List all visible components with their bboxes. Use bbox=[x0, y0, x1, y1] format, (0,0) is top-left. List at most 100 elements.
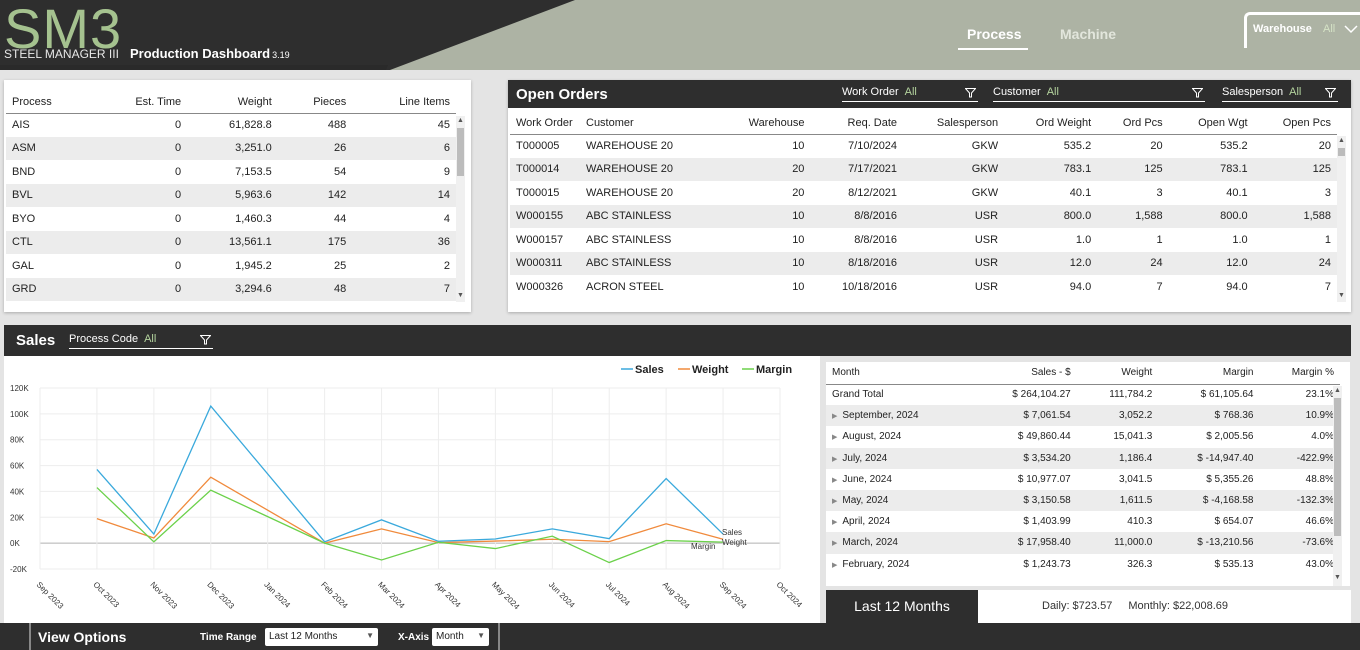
dropdown-arrow-icon: ▼ bbox=[477, 631, 485, 640]
col-pieces[interactable]: Pieces bbox=[277, 91, 353, 114]
col-warehouse[interactable]: Warehouse bbox=[716, 112, 811, 135]
x-tick-label: Aug 2024 bbox=[661, 580, 692, 611]
salesperson-filter[interactable]: Salesperson All bbox=[1222, 86, 1338, 102]
sales-summary-body: Grand Total $ 264,104.27 111,784.2 $ 61,105… bbox=[826, 384, 1340, 575]
table-row[interactable]: ▶ September, 2024 $ 7,061.54 3,052.2 $ 768.3… bbox=[826, 405, 1340, 427]
col-salesperson[interactable]: Salesperson bbox=[903, 112, 1005, 135]
table-cell: ▶ June, 2024 bbox=[826, 469, 972, 490]
table-cell: $ -14,947.40 bbox=[1158, 447, 1260, 469]
col-req-date[interactable]: Req. Date bbox=[810, 112, 904, 135]
expand-icon[interactable]: ▶ bbox=[832, 434, 838, 442]
table-cell: 1,186.4 bbox=[1076, 447, 1159, 469]
table-row[interactable]: ▶ July, 2024 $ 3,534.20 1,186.4 $ -14,947.40… bbox=[826, 447, 1340, 469]
expand-icon[interactable]: ▶ bbox=[832, 455, 838, 463]
open-orders-panel: Open Orders Work Order All Customer All Sa… bbox=[508, 80, 1351, 312]
scroll-thumb[interactable] bbox=[457, 128, 464, 176]
filter-icon[interactable] bbox=[1325, 88, 1336, 98]
table-row[interactable]: T000014 WAREHOUSE 20 20 7/17/2021 GKW 783.1 12… bbox=[510, 157, 1337, 181]
process-scrollbar[interactable]: ▲ ▼ bbox=[456, 116, 465, 302]
scroll-down-icon[interactable]: ▼ bbox=[1338, 292, 1345, 299]
table-row[interactable]: T000005 WAREHOUSE 20 10 7/10/2024 GKW 535.2 20… bbox=[510, 134, 1337, 158]
table-cell: 8/8/2016 bbox=[854, 233, 898, 246]
orders-scrollbar[interactable]: ▲ ▼ bbox=[1337, 136, 1346, 302]
table-cell: 1,588 bbox=[1253, 204, 1337, 228]
table-cell: GKW bbox=[971, 140, 999, 152]
month-label: February, 2024 bbox=[842, 558, 910, 570]
col-weight[interactable]: Weight bbox=[1076, 362, 1159, 385]
scroll-thumb[interactable] bbox=[1334, 398, 1341, 536]
expand-icon[interactable]: ▶ bbox=[832, 519, 838, 527]
table-row[interactable]: BND 0 7,153.5 54 9 bbox=[6, 160, 456, 184]
filter-icon[interactable] bbox=[965, 88, 976, 98]
scroll-up-icon[interactable]: ▲ bbox=[457, 117, 464, 124]
scroll-up-icon[interactable]: ▲ bbox=[1334, 387, 1341, 394]
table-row[interactable]: ▶ March, 2024 $ 17,958.40 11,000.0 $ -13,210… bbox=[826, 532, 1340, 554]
expand-icon[interactable]: ▶ bbox=[832, 413, 838, 421]
expand-icon[interactable]: ▶ bbox=[832, 540, 838, 548]
table-row[interactable]: GAL 0 1,945.2 25 2 bbox=[6, 254, 456, 278]
table-row[interactable]: W000157 ABC STAINLESS 10 8/8/2016 USR 1.0 1 1.0… bbox=[510, 228, 1337, 252]
table-row[interactable]: GRD 0 3,294.6 48 7 bbox=[6, 277, 456, 301]
warehouse-filter[interactable]: Warehouse All bbox=[1244, 12, 1360, 48]
col-line-items[interactable]: Line Items bbox=[352, 91, 456, 114]
scroll-down-icon[interactable]: ▼ bbox=[457, 292, 464, 299]
table-row[interactable]: CTL 0 13,561.1 175 36 bbox=[6, 230, 456, 254]
filter-icon[interactable] bbox=[200, 335, 211, 345]
expand-icon[interactable]: ▶ bbox=[832, 561, 838, 569]
col-ord-pcs[interactable]: Ord Pcs bbox=[1097, 112, 1169, 135]
table-cell: GKW bbox=[971, 186, 999, 199]
table-row[interactable]: ▶ August, 2024 $ 49,860.44 15,041.3 $ 2,005.… bbox=[826, 426, 1340, 447]
table-row[interactable]: W000326 ACRON STEEL 10 10/18/2016 USR 94.0 7 94… bbox=[510, 275, 1337, 299]
scroll-thumb[interactable] bbox=[1338, 148, 1345, 156]
col-process[interactable]: Process bbox=[6, 91, 92, 114]
expand-icon[interactable]: ▶ bbox=[832, 476, 838, 484]
work-order-filter-label: Work Order bbox=[842, 86, 899, 98]
col-ord-weight[interactable]: Ord Weight bbox=[1004, 112, 1098, 135]
scroll-up-icon[interactable]: ▲ bbox=[1338, 137, 1345, 144]
time-range-select[interactable]: Last 12 Months ▼ bbox=[265, 628, 378, 646]
work-order-filter[interactable]: Work Order All bbox=[842, 86, 978, 102]
sales-scrollbar[interactable]: ▲ ▼ bbox=[1333, 386, 1342, 586]
col-work-order[interactable]: Work Order bbox=[510, 112, 580, 135]
col-open-wgt[interactable]: Open Wgt bbox=[1168, 112, 1254, 135]
sales-title: Sales bbox=[16, 332, 56, 349]
col-est-time[interactable]: Est. Time bbox=[91, 91, 188, 114]
table-row[interactable]: BYO 0 1,460.3 44 4 bbox=[6, 207, 456, 231]
table-row[interactable]: ▶ February, 2024 $ 1,243.73 326.3 $ 535.13 43… bbox=[826, 554, 1340, 575]
table-cell: 7 bbox=[352, 277, 456, 301]
x-axis-select[interactable]: Month ▼ bbox=[432, 628, 489, 646]
process-code-filter[interactable]: Process Code All bbox=[69, 333, 213, 349]
table-cell: 48.8% bbox=[1305, 473, 1334, 485]
table-row[interactable]: ▶ June, 2024 $ 10,977.07 3,041.5 $ 5,355.26 4… bbox=[826, 469, 1340, 490]
table-row[interactable]: ▶ May, 2024 $ 3,150.58 1,611.5 $ -4,168.58 -1… bbox=[826, 489, 1340, 512]
table-row[interactable]: T000015 WAREHOUSE 20 20 8/12/2021 GKW 40.1 3 40… bbox=[510, 181, 1337, 205]
col-open-pcs[interactable]: Open Pcs bbox=[1253, 112, 1337, 135]
col-customer[interactable]: Customer bbox=[580, 112, 717, 135]
scroll-down-icon[interactable]: ▼ bbox=[1334, 574, 1341, 581]
table-row[interactable]: ASM 0 3,251.0 26 6 bbox=[6, 136, 456, 160]
table-cell: WAREHOUSE 20 bbox=[580, 157, 717, 181]
col-sales[interactable]: Sales - $ bbox=[972, 362, 1077, 385]
table-row[interactable]: AIS 0 61,828.8 488 45 bbox=[6, 113, 456, 137]
tab-machine[interactable]: Machine bbox=[1060, 26, 1117, 42]
y-tick-label: -20K bbox=[10, 565, 28, 574]
chevron-down-icon[interactable] bbox=[1344, 25, 1358, 34]
x-tick-label: Oct 2023 bbox=[92, 580, 122, 610]
expand-icon[interactable]: ▶ bbox=[832, 498, 838, 506]
table-row[interactable]: BVL 0 5,963.6 142 14 bbox=[6, 183, 456, 207]
col-margin-pct[interactable]: Margin % bbox=[1259, 362, 1340, 385]
table-cell: 0 bbox=[175, 212, 182, 225]
table-row[interactable]: W000311 ABC STAINLESS 10 8/18/2016 USR 12.0 24… bbox=[510, 251, 1337, 275]
table-row[interactable]: W000155 ABC STAINLESS 10 8/8/2016 USR 800.0 1,… bbox=[510, 204, 1337, 228]
filter-icon[interactable] bbox=[1192, 88, 1203, 98]
customer-filter[interactable]: Customer All bbox=[993, 86, 1205, 102]
col-weight[interactable]: Weight bbox=[187, 91, 278, 114]
table-row[interactable]: Grand Total $ 264,104.27 111,784.2 $ 61,105… bbox=[826, 384, 1340, 405]
sales-line-chart[interactable]: 120K 100K 80K 60K 40K 20K 0K -20K Sep 2023 Oct 20… bbox=[4, 356, 820, 623]
table-cell: 800.0 bbox=[1168, 204, 1254, 228]
tab-process[interactable]: Process bbox=[967, 26, 1022, 42]
col-margin[interactable]: Margin bbox=[1158, 362, 1260, 385]
table-row[interactable]: ▶ April, 2024 $ 1,403.99 410.3 $ 654.07 46.6% bbox=[826, 511, 1340, 532]
table-cell: ▶ May, 2024 bbox=[826, 489, 973, 512]
col-month[interactable]: Month bbox=[826, 362, 973, 385]
